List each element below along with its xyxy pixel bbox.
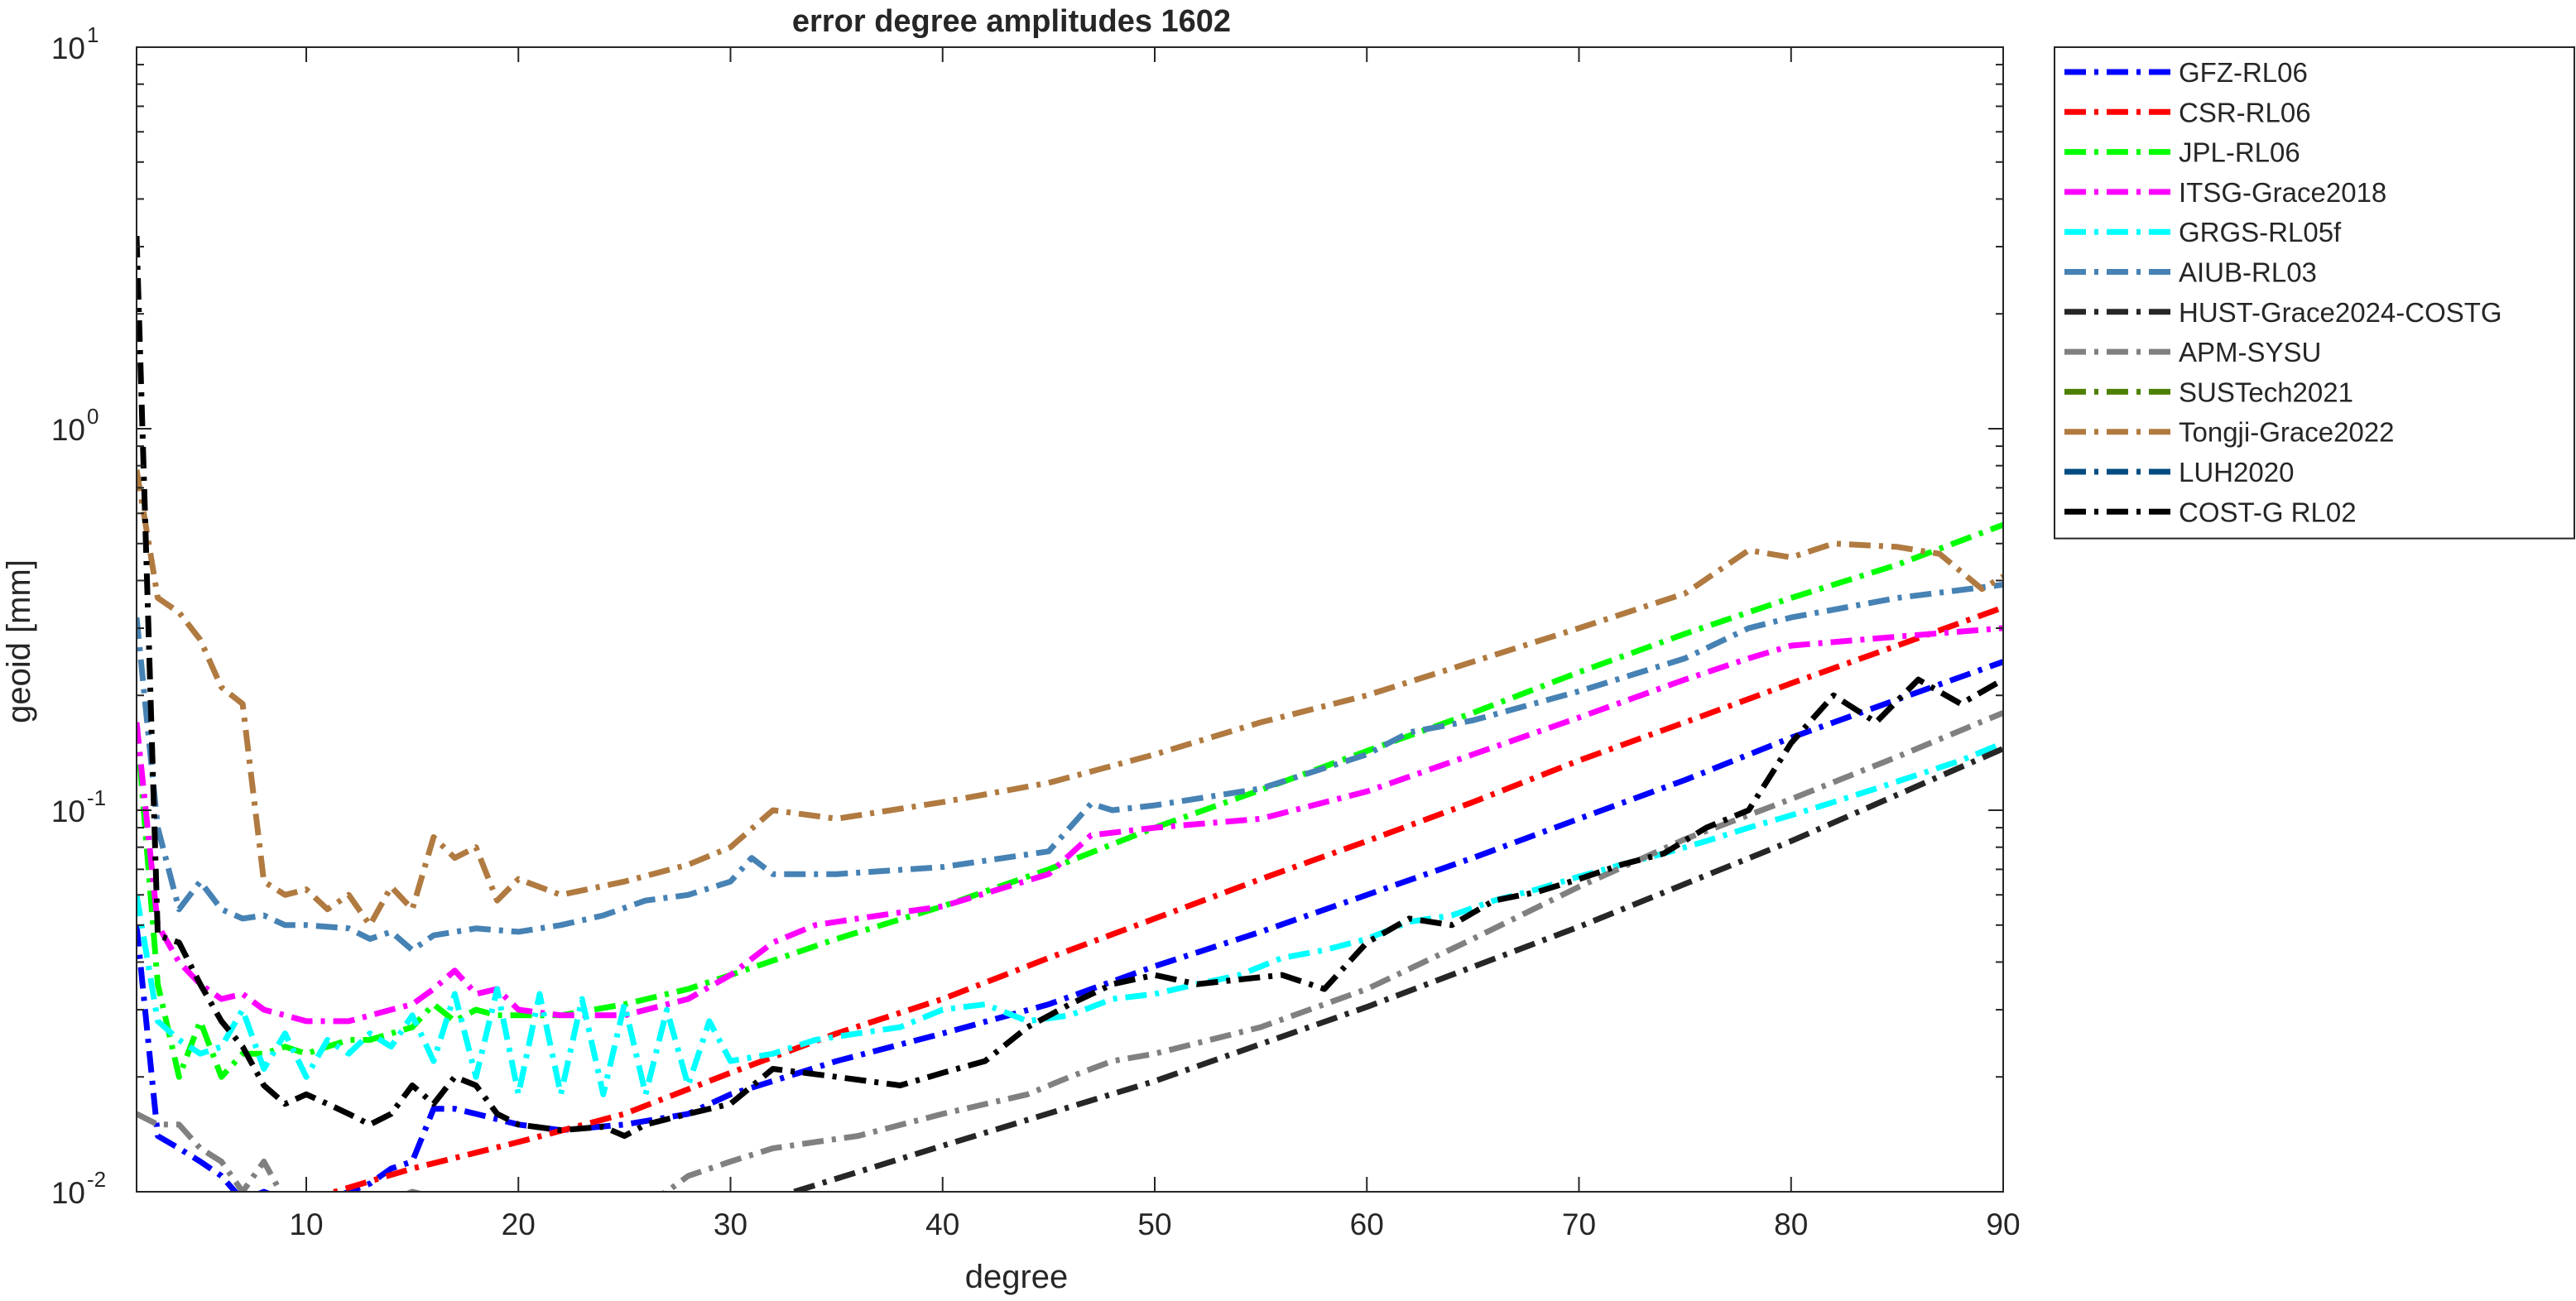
legend: GFZ-RL06 CSR-RL06 JPL-RL06 ITSG-Grace2018 GR…: [2054, 46, 2575, 540]
series-line-5: [137, 582, 2003, 953]
y-tick-label: 10: [51, 795, 85, 828]
legend-item: CSR-RL06: [2064, 97, 2311, 127]
series-line-11: [137, 235, 2003, 1140]
legend-label: CSR-RL06: [2179, 97, 2311, 127]
x-tick-label: 90: [1986, 1207, 2020, 1241]
legend-label: COST-G RL02: [2179, 497, 2357, 527]
legend-item: LUH2020: [2064, 457, 2294, 487]
legend-box: [2054, 46, 2575, 540]
series-line-7: [137, 710, 2003, 1192]
x-tick-label: 40: [925, 1207, 959, 1241]
legend-label: GFZ-RL06: [2179, 57, 2308, 88]
x-axis-label: degree: [965, 1259, 1069, 1295]
axes-box: [136, 46, 2004, 1193]
y-tick-label: 10: [51, 1176, 85, 1210]
legend-item: COST-G RL02: [2064, 497, 2357, 527]
legend-label: SUSTech2021: [2179, 377, 2353, 407]
chart-title: error degree amplitudes 1602: [792, 4, 1231, 39]
legend-item: GRGS-RL05f: [2064, 217, 2342, 247]
series-line-1: [324, 604, 2003, 1192]
x-ticks: 10 20 30 40 50 60 70 80 90: [289, 47, 2021, 1241]
legend-label: LUH2020: [2179, 457, 2294, 487]
series-line-0: [137, 659, 2003, 1192]
x-tick-label: 60: [1350, 1207, 1384, 1241]
legend-item: Tongji-Grace2022: [2064, 417, 2395, 448]
series-line-6: [793, 746, 2003, 1192]
legend-item: GFZ-RL06: [2064, 57, 2308, 88]
x-tick-label: 50: [1137, 1207, 1171, 1241]
legend-label: JPL-RL06: [2179, 137, 2300, 168]
x-tick-label: 80: [1774, 1207, 1808, 1241]
y-tick-exponent: -2: [87, 1167, 106, 1192]
x-tick-label: 30: [714, 1207, 747, 1241]
legend-label: AIUB-RL03: [2179, 257, 2317, 288]
series-lines: [137, 235, 2003, 1192]
legend-label: GRGS-RL05f: [2179, 217, 2342, 247]
legend-label: Tongji-Grace2022: [2179, 417, 2395, 448]
y-tick-exponent: 1: [87, 22, 99, 47]
legend-item: ITSG-Grace2018: [2064, 177, 2386, 208]
legend-item: APM-SYSU: [2064, 337, 2321, 367]
y-axis-label: geoid [mm]: [1, 559, 37, 723]
legend-item: SUSTech2021: [2064, 377, 2353, 407]
y-tick-exponent: -1: [87, 785, 106, 810]
legend-label: HUST-Grace2024-COSTG: [2179, 297, 2502, 328]
legend-label: ITSG-Grace2018: [2179, 177, 2386, 208]
x-tick-label: 70: [1562, 1207, 1596, 1241]
x-tick-label: 10: [289, 1207, 323, 1241]
legend-item: AIUB-RL03: [2064, 257, 2317, 288]
y-tick-label: 10: [51, 413, 85, 447]
legend-label: APM-SYSU: [2179, 337, 2321, 367]
legend-item: HUST-Grace2024-COSTG: [2064, 297, 2502, 328]
y-tick-exponent: 0: [87, 404, 99, 429]
y-tick-label: 10: [51, 31, 85, 65]
x-tick-label: 20: [502, 1207, 536, 1241]
legend-item: JPL-RL06: [2064, 137, 2300, 168]
plot-area: [137, 235, 2003, 1192]
series-line-3: [137, 625, 2003, 1025]
